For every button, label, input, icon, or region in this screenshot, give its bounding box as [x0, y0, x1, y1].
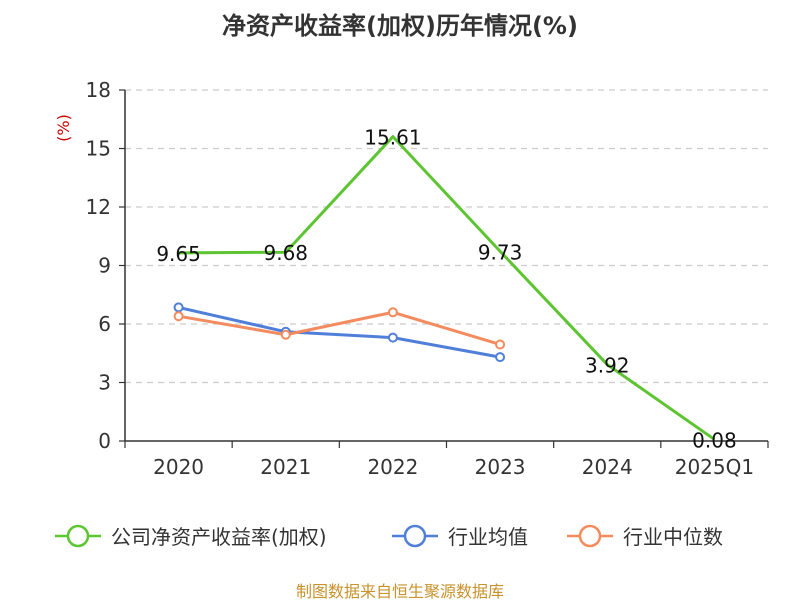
data-point: [495, 339, 506, 350]
y-tick-label: 3: [98, 371, 111, 395]
y-tick-label: 9: [98, 254, 111, 278]
series-line: [178, 310, 501, 346]
data-label: 0.08: [692, 428, 737, 452]
data-point: [387, 307, 398, 318]
y-tick-label: 15: [86, 137, 111, 161]
source-note: 制图数据来自恒生聚源数据库: [295, 582, 504, 601]
x-tick-label: 2022: [367, 455, 418, 479]
legend-label: 行业均值: [448, 525, 528, 549]
data-label: 9.68: [263, 241, 308, 265]
axes: 0 3 6 9 12 15 18 2020 2021 2022 2023 2024 2025Q1 (%): [54, 78, 769, 479]
series-line: [178, 135, 716, 441]
legend: 公司净资产收益率(加权) 行业均值 行业中位数: [55, 524, 723, 549]
data-point: [173, 302, 184, 313]
y-tick-label: 0: [98, 429, 111, 453]
x-tick-label: 2023: [475, 455, 526, 479]
data-point: [495, 352, 506, 363]
legend-marker-icon: [403, 524, 427, 548]
data-point: [173, 311, 184, 322]
y-tick-label: 12: [86, 195, 111, 219]
y-tick-label: 6: [98, 312, 111, 336]
legend-marker-icon: [578, 524, 602, 548]
y-axis-label: (%): [54, 114, 73, 142]
data-label: 3.92: [585, 354, 630, 378]
legend-marker-icon: [66, 524, 90, 548]
x-tick-label: 2024: [582, 455, 633, 479]
series-line: [178, 305, 501, 359]
grid-lines: [125, 89, 768, 384]
x-tick-label: 2025Q1: [675, 455, 754, 479]
data-label: 15.61: [364, 126, 421, 150]
data-labels: 9.65 9.68 15.61 9.73 3.92 0.08: [156, 126, 736, 453]
x-tick-label: 2021: [260, 455, 311, 479]
legend-label: 公司净资产收益率(加权): [111, 525, 327, 549]
data-label: 9.65: [156, 242, 201, 266]
y-tick-label: 18: [86, 78, 111, 102]
series-group: [173, 135, 716, 441]
legend-label: 行业中位数: [623, 525, 723, 549]
chart-title: 净资产收益率(加权)历年情况(%): [222, 12, 578, 40]
data-label: 9.73: [478, 240, 523, 264]
data-point: [280, 329, 291, 340]
x-tick-label: 2020: [153, 455, 204, 479]
data-point: [387, 332, 398, 343]
